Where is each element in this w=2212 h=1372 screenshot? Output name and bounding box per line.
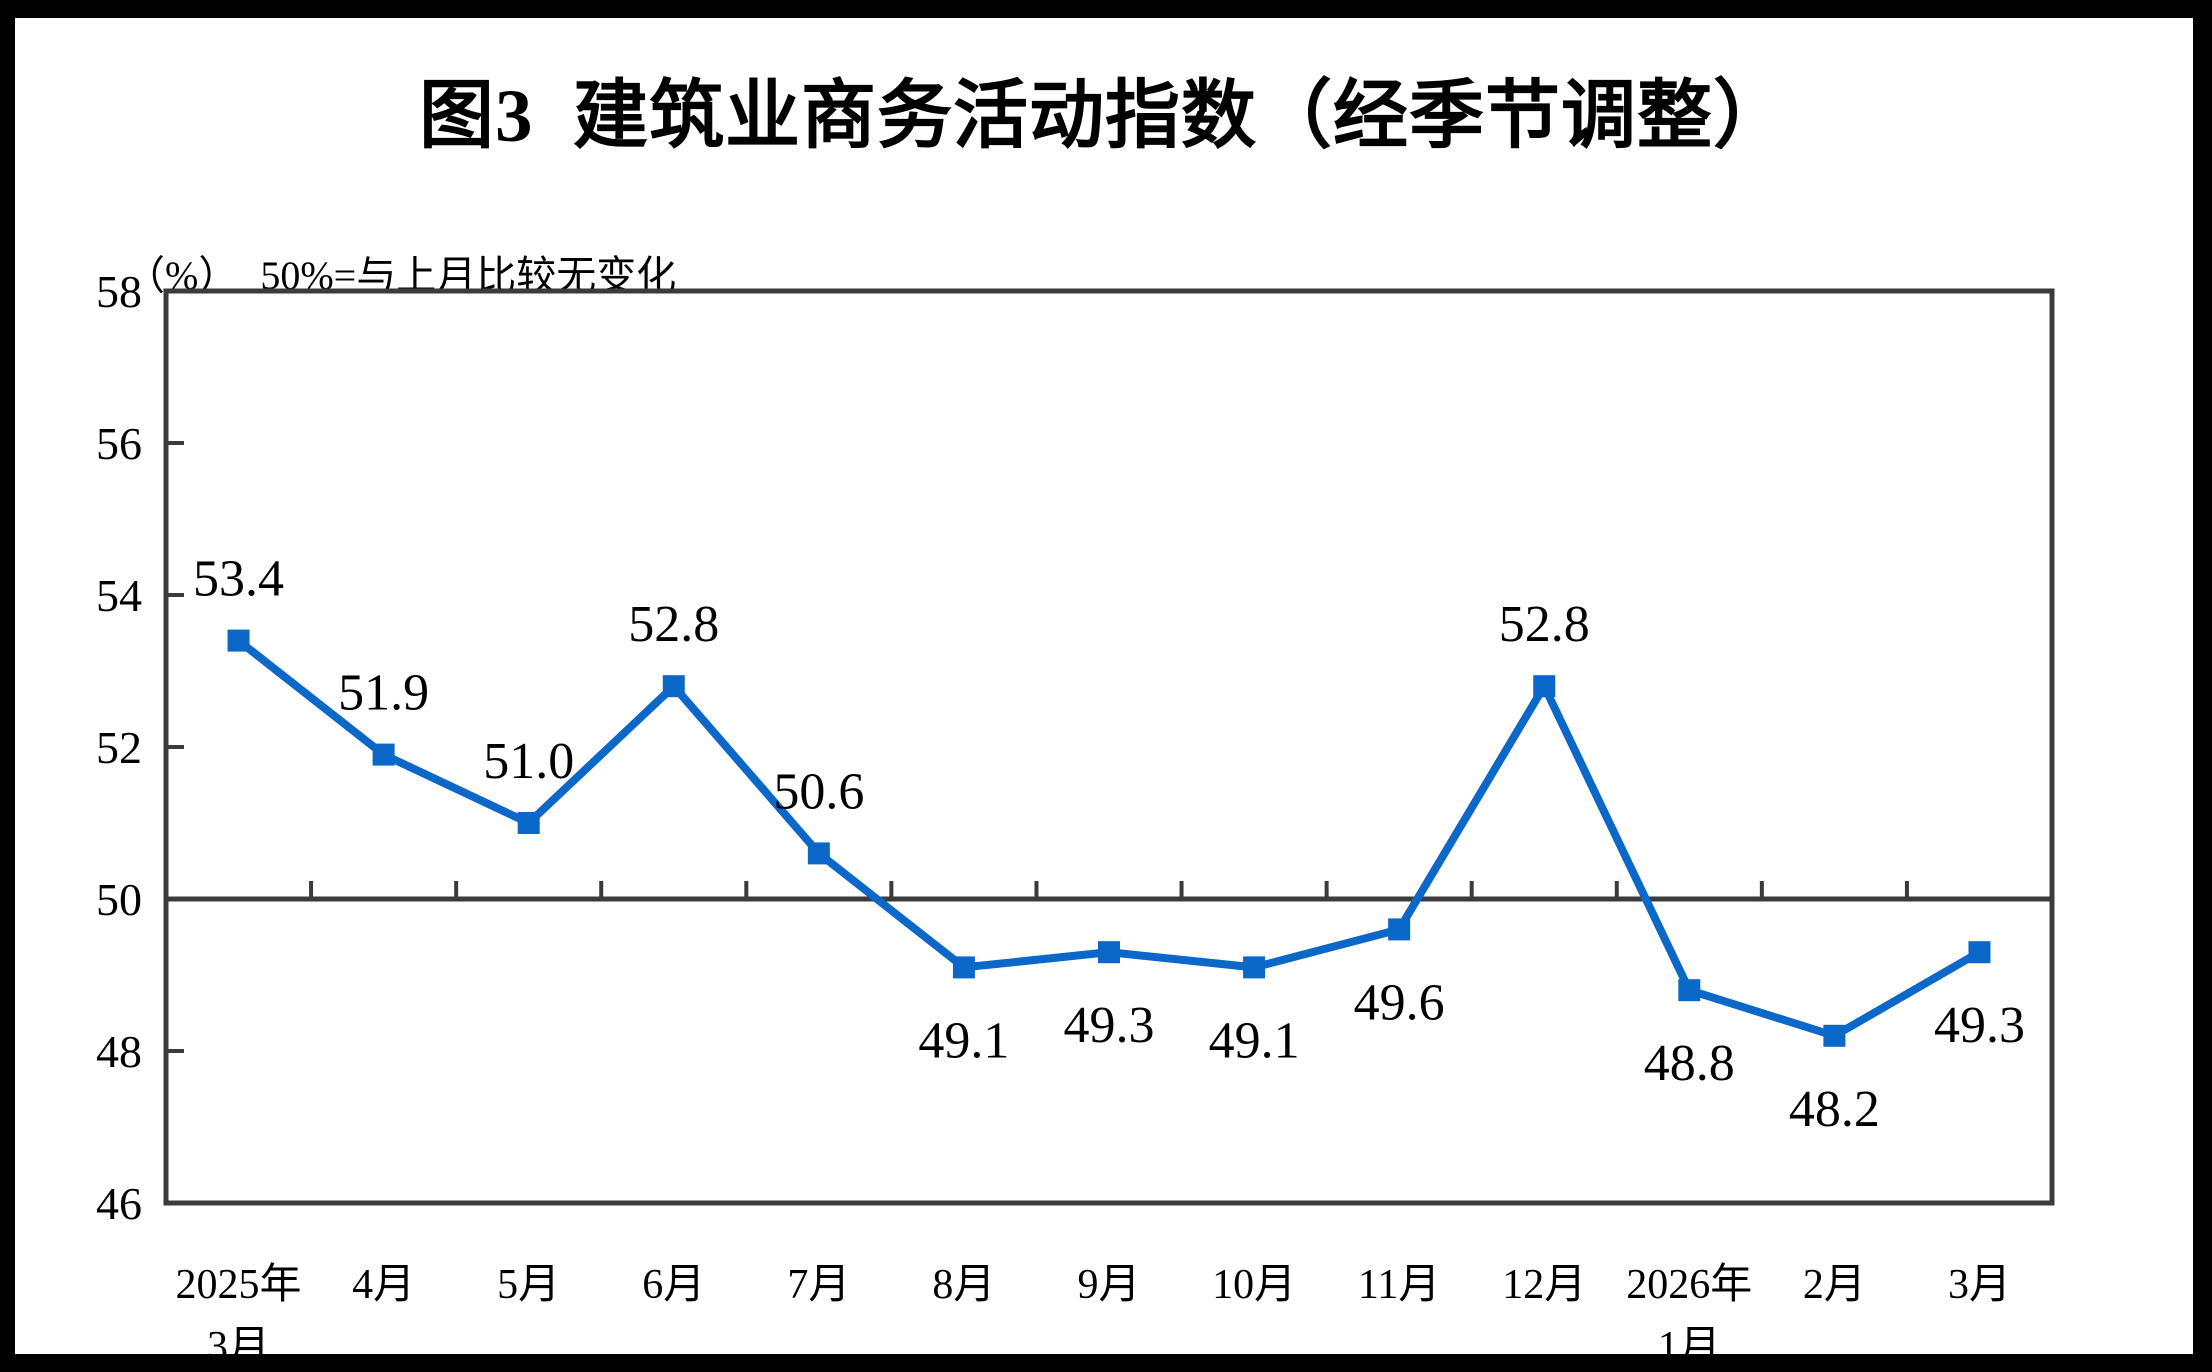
data-point-label: 48.2: [1789, 1081, 1880, 1138]
x-axis-label: 10月: [1212, 1262, 1296, 1308]
data-point-label: 51.0: [483, 733, 574, 790]
y-axis-label: 46: [96, 1178, 142, 1229]
x-axis-label: 7月: [787, 1262, 850, 1308]
data-point-label: 52.8: [628, 596, 719, 653]
data-point-marker: [1243, 956, 1266, 979]
data-point-label: 49.3: [1064, 997, 1155, 1054]
data-point-label: 48.8: [1644, 1035, 1735, 1092]
data-point-label: 51.9: [338, 665, 429, 722]
y-axis-label: 50: [96, 874, 142, 925]
data-point-marker: [227, 629, 250, 652]
data-point-marker: [372, 743, 395, 766]
data-point-label: 49.1: [1209, 1012, 1300, 1069]
data-point-marker: [662, 675, 685, 698]
x-axis-label: 1月: [1658, 1324, 1721, 1354]
y-axis-label: 52: [96, 722, 142, 773]
y-axis-label: 56: [96, 418, 142, 469]
data-point-label: 49.3: [1934, 997, 2025, 1054]
x-axis-label: 6月: [642, 1262, 705, 1308]
x-axis-label: 8月: [932, 1262, 995, 1308]
plot-border: [163, 288, 2055, 1206]
y-axis-label: 54: [96, 570, 142, 621]
data-point-label: 53.4: [193, 551, 284, 608]
chart-title: 图3 建筑业商务活动指数（经季节调整）: [418, 75, 1789, 158]
x-axis-label: 4月: [352, 1262, 415, 1308]
data-point-marker: [952, 956, 975, 979]
x-axis-label: 3月: [1948, 1262, 2011, 1308]
x-axis-label: 2月: [1803, 1262, 1866, 1308]
chart-canvas: 图3 建筑业商务活动指数（经季节调整） （%） 50%=与上月比较无变化 46 48…: [15, 18, 2193, 1354]
data-point-marker: [1388, 918, 1411, 941]
data-point-label: 50.6: [773, 763, 864, 820]
data-point-marker: [1678, 979, 1701, 1002]
data-point-label: 49.1: [918, 1012, 1009, 1069]
y-axis-label: 48: [96, 1026, 142, 1077]
data-point-label: 52.8: [1499, 596, 1590, 653]
data-point-marker: [517, 812, 540, 834]
plot-area: 46 48 50 52 54 56 58 53.4 51.9 51.0 52.8 50.6 49.1 49…: [96, 266, 2055, 1354]
data-point-marker: [1823, 1024, 1846, 1047]
data-point-marker: [1098, 941, 1120, 964]
data-point-marker: [1968, 941, 1991, 964]
data-point-marker: [1533, 675, 1556, 698]
x-axis-label: 9月: [1077, 1262, 1140, 1308]
y-axis-label: 58: [96, 266, 142, 317]
x-axis-label: 2026年: [1626, 1261, 1752, 1308]
x-axis-label: 3月: [207, 1324, 270, 1354]
x-axis-label: 11月: [1358, 1262, 1440, 1308]
data-point-marker: [807, 842, 830, 865]
data-line: [236, 637, 1982, 1041]
data-point-label: 49.6: [1354, 974, 1445, 1031]
x-axis-label: 2025年: [176, 1261, 302, 1308]
x-axis-label: 5月: [497, 1262, 560, 1308]
x-axis-label: 12月: [1502, 1262, 1586, 1308]
